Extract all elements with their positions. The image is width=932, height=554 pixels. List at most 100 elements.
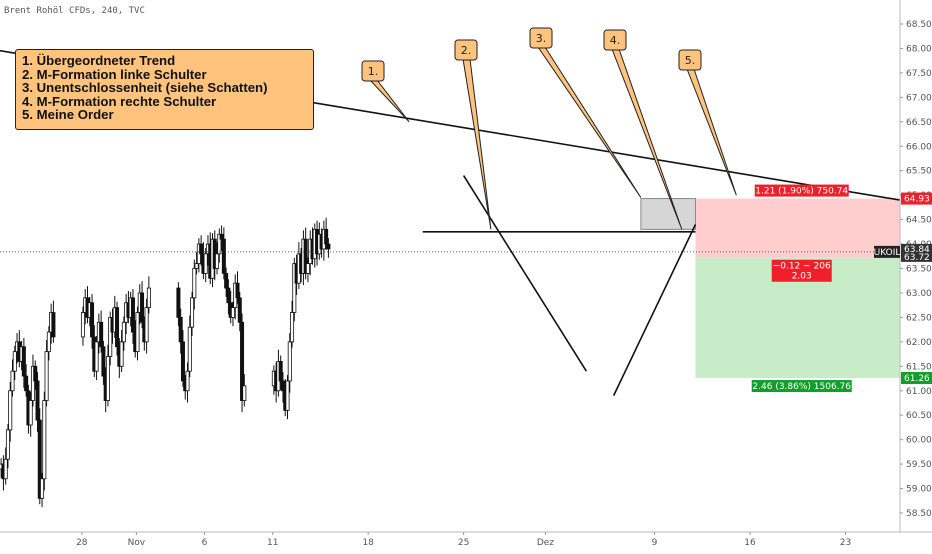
candle-body <box>8 390 13 431</box>
candle <box>178 308 183 354</box>
candle <box>224 267 229 297</box>
callout-box <box>678 49 702 71</box>
y-tick-label: 66.00 <box>906 142 932 152</box>
stop-label-text: 1.21 (1.90%) 750.74 <box>755 187 848 197</box>
annotation-line-4: 4. M-Formation rechte Schulter <box>22 93 217 109</box>
y-tick-label: 66.50 <box>906 118 932 128</box>
candle-body <box>226 287 231 304</box>
candle-body <box>176 287 181 318</box>
candle-body <box>324 228 329 245</box>
candle-body <box>185 370 190 392</box>
candle <box>101 340 106 385</box>
y-tick-label: 62.50 <box>906 313 932 323</box>
candle-body <box>194 263 199 269</box>
candle <box>12 345 17 380</box>
candle <box>235 271 240 304</box>
candle-body <box>305 263 310 274</box>
candle <box>30 354 35 407</box>
candle <box>121 316 126 351</box>
candle-body <box>180 341 185 382</box>
candle-body <box>3 458 8 480</box>
candle-body <box>190 297 195 328</box>
candle <box>203 247 208 283</box>
y-tick-label: 60.00 <box>906 436 932 446</box>
candle-body <box>326 243 331 250</box>
candle <box>8 381 13 442</box>
candle-body <box>278 361 283 382</box>
candle-body <box>94 341 99 372</box>
x-tick-label: 16 <box>744 538 756 548</box>
candle <box>130 289 135 344</box>
candle <box>44 339 49 407</box>
candle-body <box>146 287 151 309</box>
y-tick-label: 63.50 <box>906 265 932 275</box>
candle <box>40 472 45 508</box>
trendline <box>462 175 588 372</box>
y-tick-label: 59.00 <box>906 485 932 495</box>
chart-header-title: Brent Rohöl CFDs, 240, TVC <box>4 6 145 16</box>
candle-body <box>28 400 33 426</box>
y-tick-label: 67.50 <box>906 69 932 79</box>
upper-price-badge: 64.93 <box>901 192 932 205</box>
x-tick-label: 25 <box>458 538 469 548</box>
candle-body <box>12 351 17 372</box>
callout-label: 3. <box>536 32 547 45</box>
candle-body <box>280 380 285 392</box>
y-tick-label: 59.50 <box>906 460 932 470</box>
callout-box <box>361 60 385 82</box>
loss-zone <box>695 198 900 258</box>
candle <box>115 301 120 356</box>
candle-body <box>121 321 126 343</box>
symbol-badge-text: UKOIL <box>874 248 901 258</box>
candle <box>37 408 42 505</box>
x-tick-label: 23 <box>840 538 851 548</box>
candle-body <box>37 419 42 499</box>
y-tick-label: 63.00 <box>906 289 932 299</box>
y-tick-label: 62.00 <box>906 338 932 348</box>
candle <box>287 333 292 393</box>
candle <box>199 235 204 266</box>
callout-label: 1. <box>368 65 379 78</box>
candle-body <box>235 282 240 299</box>
lower-price-badge-bg <box>901 372 932 385</box>
y-tick-label: 65.50 <box>906 167 932 177</box>
candle <box>326 238 331 258</box>
candle <box>226 279 231 315</box>
candle-body <box>237 297 242 323</box>
candle <box>237 291 242 332</box>
candle <box>21 337 26 388</box>
candle <box>90 293 95 349</box>
y-tick-label: 68.50 <box>906 20 932 30</box>
candle <box>217 228 222 263</box>
candle <box>5 424 10 469</box>
target-label: 2.46 (3.86%) 1506.76 <box>751 380 852 393</box>
callout-3: 3. <box>529 27 642 198</box>
callout-label: 4. <box>610 34 621 47</box>
callout-1: 1. <box>361 60 410 123</box>
candle <box>242 374 247 407</box>
candle-body <box>130 297 135 333</box>
callout-2: 2. <box>454 39 492 230</box>
y-tick-label: 64.50 <box>906 216 932 226</box>
annotation-line-3: 3. Unentschlossenheit (siehe Schatten) <box>22 80 268 96</box>
candle <box>140 281 145 329</box>
entry-label-bg <box>771 259 832 282</box>
candle <box>221 227 226 280</box>
candle-body <box>303 238 308 274</box>
x-tick-label: 6 <box>202 538 208 548</box>
candle-body <box>285 380 290 411</box>
candle-body <box>40 478 45 499</box>
candle-body <box>108 316 113 357</box>
candle-body <box>292 263 297 313</box>
candle-body <box>135 312 140 353</box>
annotation-box: 1. Übergeordneter Trend 2. M-Formation l… <box>15 49 314 130</box>
candle-body <box>115 307 120 348</box>
candle <box>240 313 245 413</box>
shadow-zone <box>640 198 696 230</box>
candle <box>3 447 8 485</box>
candle <box>135 306 140 361</box>
callout-5: 5. <box>678 49 737 196</box>
